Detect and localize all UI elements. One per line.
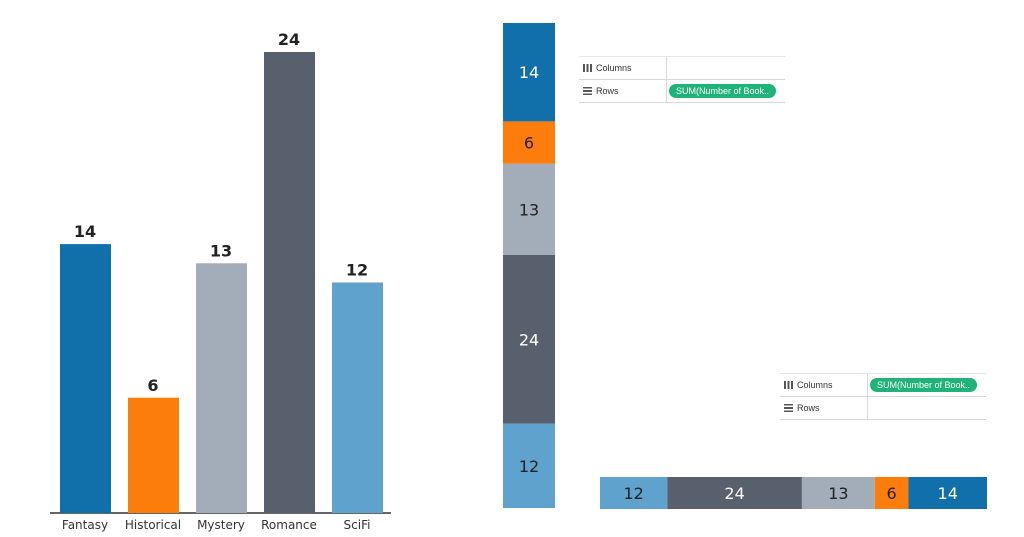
segment-label: 24	[519, 330, 539, 349]
bar	[196, 263, 247, 513]
segment-label: 12	[519, 457, 539, 476]
shelf-label: Rows	[596, 86, 619, 96]
rows-shelf: Rows	[780, 397, 986, 420]
segment-label: 13	[519, 200, 539, 219]
segment-label: 6	[887, 484, 897, 503]
segment-label: 6	[524, 133, 534, 152]
columns-icon	[583, 64, 592, 72]
segment	[801, 477, 875, 509]
x-tick-label: Historical	[125, 518, 181, 532]
shelf-panel: Columns SUM(Number of Book.. Rows	[780, 373, 986, 420]
value-label: 13	[210, 241, 232, 260]
segment	[667, 477, 802, 509]
shelf-label: Columns	[797, 380, 833, 390]
x-tick-label: Romance	[261, 518, 317, 532]
value-label: 24	[278, 30, 300, 49]
segment-label: 24	[724, 484, 744, 503]
rows-icon	[784, 404, 793, 412]
shelf-label: Columns	[596, 63, 632, 73]
columns-shelf: Columns	[579, 57, 785, 80]
segment	[600, 477, 668, 509]
segment	[908, 477, 987, 509]
value-label: 6	[147, 376, 158, 395]
rows-icon	[583, 87, 592, 95]
value-label: 14	[74, 222, 96, 241]
rows-shelf: Rows SUM(Number of Book..	[579, 80, 785, 103]
segment-label: 14	[938, 484, 958, 503]
segment-label: 14	[519, 63, 539, 82]
field-pill[interactable]: SUM(Number of Book..	[870, 378, 978, 392]
segment	[503, 23, 555, 122]
segment	[503, 121, 555, 164]
bar	[60, 244, 111, 514]
value-label: 12	[346, 261, 368, 280]
bar	[128, 397, 179, 513]
segment-label: 12	[623, 484, 643, 503]
segment	[503, 423, 555, 508]
columns-icon	[784, 381, 793, 389]
bar	[332, 282, 383, 513]
bar	[264, 52, 315, 513]
shelf-label: Rows	[797, 403, 820, 413]
segment	[874, 477, 909, 509]
columns-shelf: Columns SUM(Number of Book..	[780, 374, 986, 397]
segment	[503, 254, 555, 424]
x-tick-label: Mystery	[197, 518, 245, 532]
x-tick-label: Fantasy	[62, 518, 108, 532]
segment-label: 13	[828, 484, 848, 503]
x-tick-label: SciFi	[344, 518, 371, 532]
shelf-panel: Columns Rows SUM(Number of Book..	[579, 56, 785, 103]
segment	[503, 163, 555, 255]
field-pill[interactable]: SUM(Number of Book..	[669, 84, 777, 98]
